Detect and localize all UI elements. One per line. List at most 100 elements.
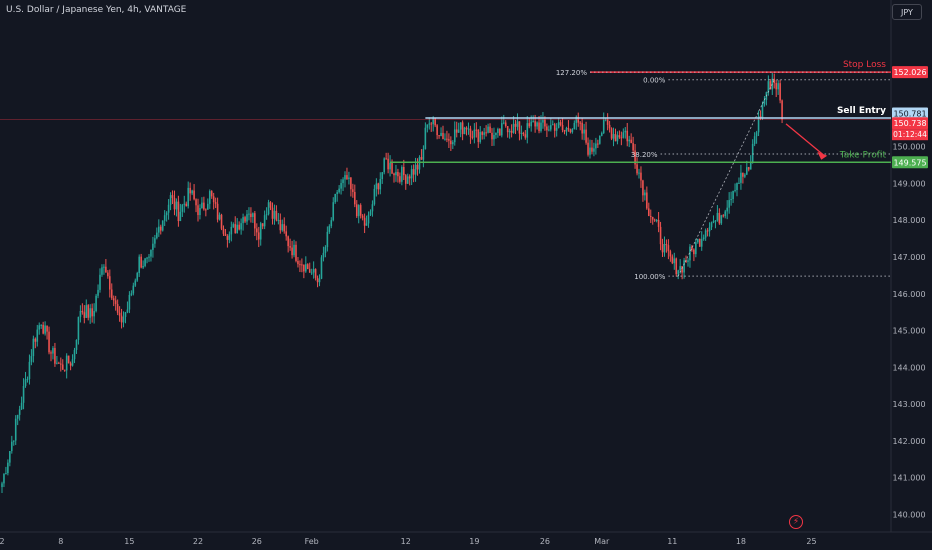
lightning-icon[interactable]: ⚡ (789, 515, 803, 529)
candle-body (156, 232, 158, 239)
candle-body (295, 244, 297, 261)
candle-body (22, 385, 25, 403)
candle-body (144, 258, 146, 266)
candle-body (759, 116, 762, 118)
candle-body (569, 129, 572, 133)
candle-body (248, 213, 250, 215)
candle-body (618, 135, 621, 138)
y-tick-label: 150.000 (892, 143, 925, 152)
candle-body (365, 223, 368, 226)
candle-body (628, 139, 630, 142)
candle-body (97, 289, 99, 296)
candle-body (95, 295, 97, 312)
candle-body (420, 157, 423, 160)
candle-body (616, 135, 619, 142)
candle-body (169, 195, 172, 205)
candle-body (593, 148, 595, 152)
candle-body (403, 167, 405, 176)
candle-body (150, 249, 152, 257)
candle-body (28, 361, 31, 379)
candle-body (679, 266, 681, 271)
candle-body (287, 236, 289, 247)
candle-body (730, 199, 732, 201)
candle-body (742, 172, 744, 177)
candle-body (101, 267, 103, 275)
candle-body (781, 100, 783, 120)
candle-body (744, 174, 746, 177)
candle-body (434, 118, 436, 126)
candle-body (85, 305, 88, 318)
candle-body (185, 203, 188, 207)
candle-body (163, 215, 166, 221)
candle-body (399, 176, 401, 182)
candle-body (238, 224, 240, 230)
candle-body (673, 258, 676, 264)
candle-body (540, 122, 542, 132)
candle-body (546, 126, 548, 131)
candle-body (281, 224, 284, 231)
candle-body (571, 129, 574, 133)
candle-body (299, 264, 301, 266)
x-tick-label: 25 (806, 537, 816, 546)
candle-body (646, 192, 648, 209)
candle-body (44, 325, 46, 334)
candle-body (477, 129, 480, 142)
candle-body (187, 187, 189, 207)
candle-body (83, 312, 86, 318)
candle-body (665, 244, 668, 246)
candle-body (18, 409, 21, 415)
candle-body (306, 264, 309, 270)
candle-body (550, 125, 552, 130)
candle-body (746, 167, 748, 175)
candle-body (502, 122, 505, 124)
y-tick-label: 144.000 (892, 363, 925, 372)
candle-body (469, 128, 472, 137)
candle-body (481, 132, 483, 135)
candle-body (583, 129, 585, 134)
candle-body (116, 304, 119, 313)
candle-body (81, 310, 84, 313)
candle-body (612, 134, 615, 139)
last-price-tag: 150.738 (893, 119, 926, 128)
candle-body (397, 171, 399, 177)
candle-body (114, 300, 117, 305)
candle-body (671, 256, 674, 264)
candle-body (332, 202, 335, 221)
candle-body (107, 272, 109, 277)
x-tick-label: Mar (594, 537, 610, 546)
candle-body (377, 183, 380, 190)
candle-body (195, 199, 197, 206)
candle-body (140, 256, 142, 268)
candle-body (216, 203, 219, 220)
candle-body (551, 124, 554, 126)
x-tick-label: 11 (667, 537, 677, 546)
candle-body (71, 359, 74, 366)
candle-body (224, 233, 227, 236)
candle-body (120, 315, 123, 323)
candle-body (342, 179, 344, 184)
candle-body (677, 270, 679, 275)
candle-body (542, 119, 544, 123)
candle-body (277, 219, 280, 221)
x-tick-label: 18 (736, 537, 746, 546)
candle-body (240, 223, 242, 230)
candle-body (526, 123, 529, 138)
candle-body (42, 324, 44, 334)
currency-button[interactable]: JPY (892, 4, 922, 20)
candle-body (422, 149, 425, 160)
candle-body (493, 134, 495, 140)
x-tick-label: 2 (0, 537, 5, 546)
candle-body (669, 251, 672, 257)
candle-body (105, 266, 107, 273)
candle-body (448, 139, 450, 141)
candle-body (675, 258, 678, 275)
candle-body (7, 462, 9, 474)
candle-body (693, 249, 695, 255)
candle-body (620, 137, 623, 139)
candle-body (516, 121, 519, 127)
candle-body (691, 246, 693, 250)
candle-body (79, 310, 82, 317)
candle-body (487, 126, 489, 133)
candle-body (330, 220, 333, 227)
